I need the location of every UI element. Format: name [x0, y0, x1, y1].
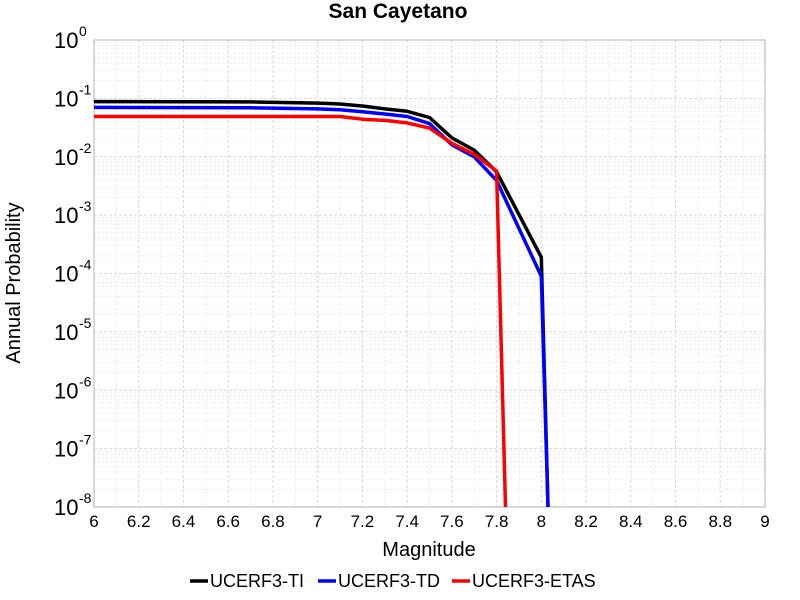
x-tick-label: 7.4 — [395, 512, 419, 531]
y-tick-exponent: -1 — [79, 81, 92, 97]
x-tick-label: 8.6 — [664, 512, 688, 531]
y-tick-label: 10 -6 — [54, 373, 92, 403]
x-tick-label: 6.8 — [261, 512, 285, 531]
y-tick-label: 10 -8 — [54, 490, 92, 520]
y-tick-exponent: -7 — [79, 432, 92, 448]
y-tick-label: 10 -5 — [54, 315, 92, 345]
x-axis-ticks: 6 6.2 6.4 6.6 6.8 7 7.2 7.4 7.6 7.8 8 8.2 8.4 8.6 8.8 9 — [89, 512, 769, 531]
chart-title: San Cayetano — [329, 0, 468, 23]
y-tick-label: 10 -4 — [54, 257, 92, 287]
y-tick-base: 10 — [54, 145, 78, 170]
x-tick-label: 6.2 — [127, 512, 151, 531]
y-tick-label: 10 -2 — [54, 140, 92, 170]
y-tick-base: 10 — [54, 437, 78, 462]
y-tick-label: 10 -3 — [54, 198, 92, 228]
x-tick-label: 6.6 — [216, 512, 240, 531]
plot-area-frame — [93, 39, 766, 508]
x-tick-label: 8.4 — [619, 512, 643, 531]
y-tick-exponent: -3 — [79, 198, 92, 214]
x-tick-label: 7 — [313, 512, 322, 531]
x-tick-label: 6.4 — [172, 512, 196, 531]
legend: UCERF3-TI UCERF3-TD UCERF3-ETAS — [190, 571, 596, 591]
y-tick-base: 10 — [54, 495, 78, 520]
y-tick-exponent: -8 — [79, 490, 92, 506]
y-tick-exponent: -6 — [79, 373, 92, 389]
x-tick-label: 7.8 — [485, 512, 509, 531]
legend-label: UCERF3-TI — [210, 571, 304, 591]
y-axis-title: Annual Probability — [3, 202, 25, 363]
y-tick-exponent: -4 — [79, 257, 92, 273]
x-tick-label: 7.2 — [351, 512, 375, 531]
x-axis-title: Magnitude — [382, 539, 475, 561]
y-tick-base: 10 — [54, 320, 78, 345]
y-tick-exponent: -5 — [79, 315, 92, 331]
y-tick-base: 10 — [54, 262, 78, 287]
series-group — [93, 99, 550, 508]
x-tick-label: 8.2 — [574, 512, 598, 531]
x-tick-label: 9 — [760, 512, 769, 531]
legend-label: UCERF3-TD — [338, 571, 440, 591]
y-tick-base: 10 — [54, 28, 78, 53]
y-tick-label: 10 -1 — [54, 81, 92, 111]
x-tick-label: 8.8 — [708, 512, 732, 531]
y-tick-exponent: -2 — [79, 140, 92, 156]
x-tick-label: 7.6 — [440, 512, 464, 531]
x-tick-label: 8 — [537, 512, 546, 531]
y-tick-exponent: 0 — [79, 23, 87, 39]
x-tick-label: 6 — [89, 512, 98, 531]
series-line-ucerf3-td — [93, 105, 550, 508]
grid — [93, 39, 766, 508]
y-tick-base: 10 — [54, 203, 78, 228]
legend-label: UCERF3-ETAS — [472, 571, 596, 591]
y-tick-label: 10 -7 — [54, 432, 92, 462]
y-tick-base: 10 — [54, 86, 78, 111]
y-tick-label: 10 0 — [54, 23, 87, 53]
y-tick-base: 10 — [54, 378, 78, 403]
series-line-ucerf3-etas — [94, 114, 508, 508]
